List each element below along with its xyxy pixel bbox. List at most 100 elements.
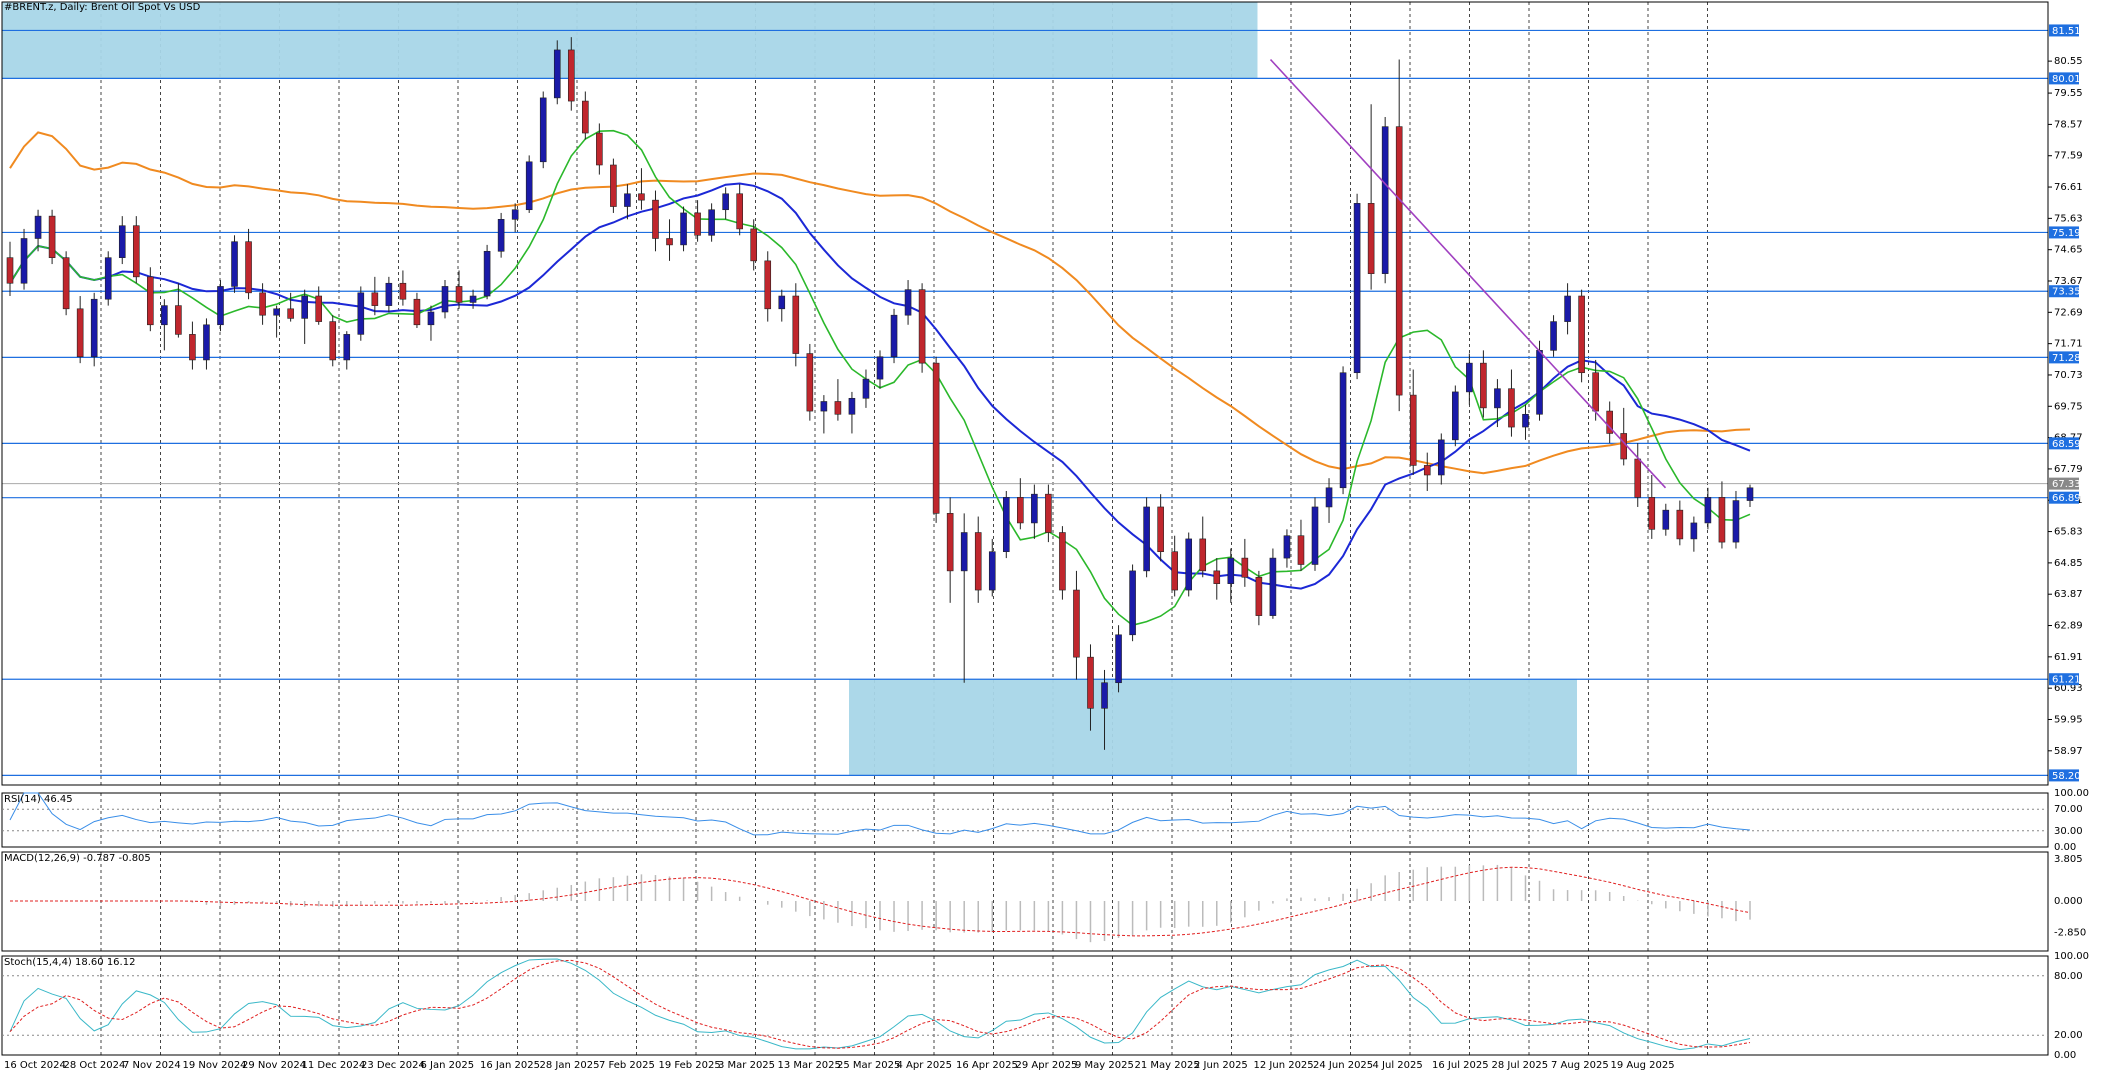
level-price-tag-label: 81.51 [2052, 26, 2081, 37]
bear-candle [1409, 394, 1417, 466]
bear-candle [1592, 372, 1599, 412]
level-price-tag-label: 80.01 [2052, 74, 2081, 85]
date-label: 7 Aug 2025 [1551, 1060, 1609, 1071]
date-label: 6 Jan 2025 [421, 1060, 475, 1071]
price-tick-label: 77.59 [2054, 151, 2083, 162]
bull-candle [1746, 487, 1754, 501]
bear-candle [1255, 576, 1263, 616]
bull-candle [1311, 506, 1319, 565]
bull-candle [722, 193, 729, 211]
bull-candle [161, 305, 168, 326]
macd-tick-label: 0.000 [2054, 896, 2083, 907]
bull-candle [1437, 439, 1445, 476]
bear-candle [1073, 589, 1080, 658]
level-price-tag [2049, 285, 2079, 298]
level-price-tag [2049, 769, 2079, 782]
bear-candle [1241, 557, 1249, 578]
date-label: 28 Jul 2025 [1492, 1060, 1549, 1071]
bear-candle [974, 532, 982, 591]
price-tick-label: 71.71 [2054, 339, 2083, 350]
bear-candle [764, 260, 772, 310]
bear-candle [1297, 535, 1305, 565]
date-label: 7 Feb 2025 [599, 1060, 655, 1071]
bear-candle [1171, 551, 1178, 591]
bear-candle [315, 295, 323, 322]
ma-long-line [9, 131, 1751, 475]
price-tick-label: 64.85 [2054, 558, 2083, 569]
bear-candle [1620, 433, 1628, 460]
bull-candle [890, 314, 898, 358]
bull-candle [1662, 509, 1670, 530]
date-label: 29 Nov 2024 [242, 1060, 306, 1071]
rsi-tick-label: 0.00 [2054, 842, 2076, 853]
bull-candle [217, 286, 224, 326]
rsi-tick-label: 30.00 [2054, 826, 2083, 837]
bear-candle [736, 193, 743, 230]
price-axis: 80.55 79.55 78.57 77.59 76.61 75.63 74.65 73.67… [2048, 56, 2089, 1061]
bear-candle [1395, 126, 1403, 396]
price-tick-label: 61.91 [2054, 652, 2083, 663]
bear-candle [245, 241, 252, 294]
bear-candle [806, 353, 814, 412]
level-price-tag [2049, 673, 2079, 686]
bull-candle [1031, 493, 1038, 524]
bull-candle [343, 334, 351, 361]
stoch-tick-label: 80.00 [2054, 971, 2083, 982]
bull-candle [1452, 391, 1459, 441]
bull-candle [862, 378, 870, 399]
bull-candle [1353, 203, 1361, 374]
level-price-tag-label: 75.19 [2052, 228, 2081, 239]
date-label: 13 Mar 2025 [778, 1060, 841, 1071]
date-label: 19 Feb 2025 [659, 1060, 721, 1071]
bull-candle [848, 397, 856, 415]
bear-candle [1423, 465, 1431, 476]
date-label: 2 Jun 2025 [1194, 1060, 1248, 1071]
stoch-title: Stoch(15,4,4) 18.60 16.12 [4, 957, 136, 968]
stoch-tick-label: 100.00 [2054, 951, 2089, 962]
stoch-main-line [9, 958, 1751, 1051]
price-tick-label: 80.55 [2054, 56, 2083, 67]
bear-candle [1045, 493, 1052, 533]
bull-candle [553, 49, 561, 99]
rsi-tick-label: 100.00 [2054, 788, 2089, 799]
rsi-title: RSI(14) 46.45 [4, 794, 73, 805]
date-label: 4 Apr 2025 [897, 1060, 952, 1071]
macd-tick-label: 3.805 [2054, 854, 2083, 865]
level-price-tag [2049, 491, 2079, 504]
pane-frame [1, 851, 2049, 952]
macd-tick-label: -2.850 [2054, 927, 2086, 938]
bear-candle [455, 286, 463, 303]
current-price-tag [2049, 477, 2079, 490]
date-label: 28 Oct 2024 [64, 1060, 126, 1071]
date-label: 9 May 2025 [1075, 1060, 1134, 1071]
bull-candle [778, 295, 786, 310]
trendline [1269, 58, 1667, 489]
date-label: 23 Dec 2024 [361, 1060, 425, 1071]
bull-candle [1690, 522, 1698, 540]
price-tick-label: 60.93 [2054, 683, 2083, 694]
pane-frame [1, 955, 2049, 1056]
level-price-tag-label: 66.89 [2052, 493, 2081, 504]
bull-candle [1129, 570, 1136, 636]
macd-title: MACD(12,26,9) -0.787 -0.805 [4, 853, 151, 864]
bear-candle [329, 321, 337, 361]
bull-candle [104, 257, 112, 300]
bear-candle [1634, 458, 1642, 498]
date-label: 29 Apr 2025 [1016, 1060, 1078, 1071]
price-tick-label: 62.89 [2054, 621, 2083, 632]
bear-candle [76, 308, 84, 358]
price-tick-label: 76.61 [2054, 182, 2083, 193]
date-label: 16 Jul 2025 [1432, 1060, 1489, 1071]
indicator-panes [1, 1, 2049, 1056]
bear-candle [1508, 388, 1515, 428]
pane-frame [1, 1, 2049, 786]
bull-candle [624, 193, 631, 207]
bull-candle [960, 532, 968, 572]
bear-candle [1648, 497, 1656, 530]
level-price-tag-label: 71.28 [2052, 353, 2081, 364]
bull-candle [301, 295, 308, 319]
pane-frame [1, 792, 2049, 848]
bull-candle [1325, 487, 1333, 508]
bear-candle [147, 276, 154, 326]
bull-candle [1101, 682, 1108, 709]
